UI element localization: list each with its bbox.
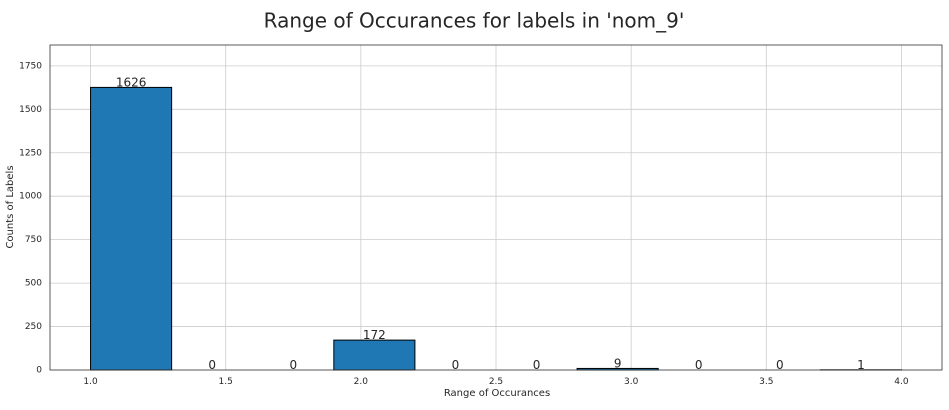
y-tick-label-3: 750	[25, 235, 42, 245]
y-tick-label-0: 0	[36, 366, 42, 376]
x-tick-label-3: 2.5	[489, 377, 503, 387]
x-tick-label-6: 4.0	[894, 377, 909, 387]
x-tick-label-0: 1.0	[83, 377, 98, 387]
chart-title: Range of Occurances for labels in 'nom_9…	[264, 9, 685, 33]
data-label-3: 172	[363, 328, 386, 342]
y-tick-labels: 0 250 500 750 1000 1250 1500 1750	[19, 61, 42, 375]
y-tick-label-7: 1750	[19, 61, 42, 71]
y-axis-label: Counts of Labels	[5, 165, 16, 248]
y-tick-label-4: 1000	[19, 192, 42, 202]
x-tick-label-4: 3.0	[624, 377, 639, 387]
x-tick-label-5: 3.5	[759, 377, 773, 387]
y-tick-label-6: 1500	[19, 105, 42, 115]
x-tick-label-2: 2.0	[354, 377, 369, 387]
grid-lines	[50, 45, 942, 370]
x-tick-labels: 1.0 1.5 2.0 2.5 3.0 3.5 4.0	[83, 377, 908, 387]
x-axis-label: Range of Occurances	[444, 388, 550, 399]
y-tick-label-5: 1250	[19, 148, 42, 158]
data-label-6: 9	[614, 356, 622, 370]
y-tick-label-2: 500	[25, 279, 42, 289]
data-label-0: 1626	[116, 75, 147, 89]
y-tick-label-1: 250	[25, 322, 42, 332]
x-tick-label-1: 1.5	[219, 377, 233, 387]
bar-0	[91, 87, 172, 370]
bar-3	[334, 340, 415, 370]
